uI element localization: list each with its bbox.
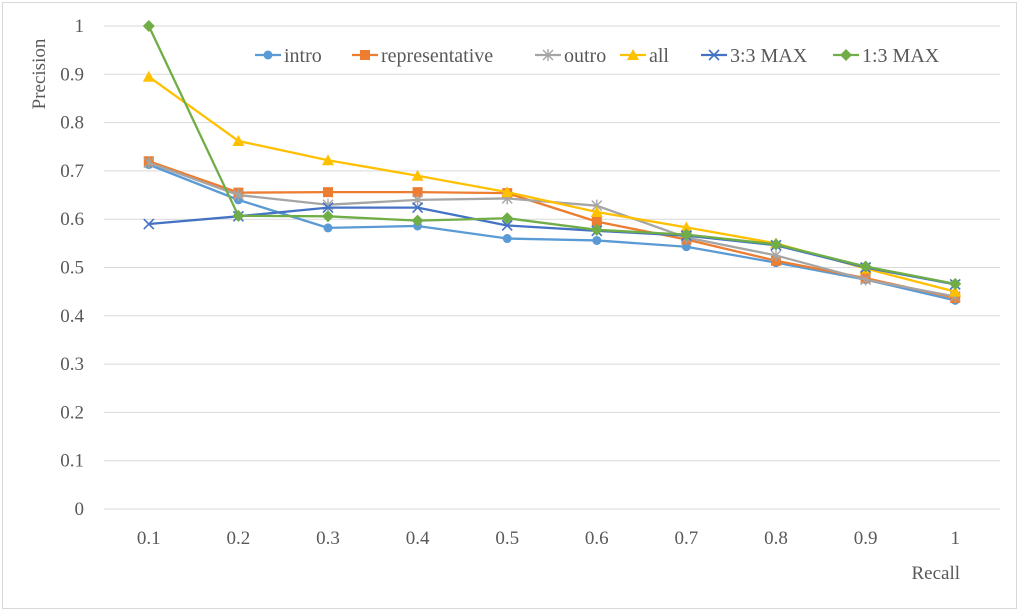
legend-label: 3:3 MAX xyxy=(730,45,808,67)
data-point xyxy=(412,202,424,214)
data-point xyxy=(949,277,962,290)
series-line-2 xyxy=(148,161,956,298)
x-tick-label: 0.8 xyxy=(764,528,788,549)
x-tick-label: 0.6 xyxy=(585,528,609,549)
data-point xyxy=(322,202,334,214)
data-point xyxy=(411,214,424,227)
data-point xyxy=(412,187,423,198)
y-tick-label: 0 xyxy=(75,499,85,520)
series-line-0 xyxy=(148,163,956,302)
data-point xyxy=(501,219,513,232)
data-point xyxy=(770,249,782,262)
data-point xyxy=(323,223,333,233)
data-point xyxy=(501,186,514,198)
data-point xyxy=(770,238,782,251)
x-tick-label: 0.7 xyxy=(675,528,699,549)
data-point xyxy=(323,187,333,198)
legend-marker xyxy=(542,49,554,61)
data-point xyxy=(501,212,514,225)
data-point xyxy=(591,216,602,227)
data-point xyxy=(590,223,603,236)
y-tick-label: 0.7 xyxy=(60,161,84,182)
data-point xyxy=(680,228,693,241)
legend-label: 1:3 MAX xyxy=(862,45,940,67)
x-tick-label: 0.5 xyxy=(495,528,519,549)
x-tick-label: 0.1 xyxy=(137,528,161,549)
data-point xyxy=(232,209,245,222)
legend-marker xyxy=(263,50,273,60)
data-point xyxy=(860,273,872,286)
data-point xyxy=(142,20,155,32)
data-point xyxy=(142,70,155,82)
legend-label: intro xyxy=(284,45,322,67)
data-point xyxy=(232,189,244,202)
y-tick-label: 0.3 xyxy=(60,354,84,375)
legend-marker xyxy=(627,49,639,60)
data-point xyxy=(322,210,334,223)
data-point xyxy=(232,134,245,146)
x-tick-label: 0.9 xyxy=(854,528,878,549)
x-axis-title: Recall xyxy=(911,563,960,584)
y-tick-label: 0.6 xyxy=(60,209,84,230)
data-point xyxy=(680,221,693,233)
y-axis-title: Precision xyxy=(29,38,50,109)
data-point xyxy=(411,169,424,181)
y-tick-label: 1 xyxy=(75,16,85,37)
x-tick-label: 0.4 xyxy=(406,528,430,549)
x-tick-label: 0.2 xyxy=(227,528,251,549)
legend-label: representative xyxy=(381,45,493,67)
data-point xyxy=(502,234,512,244)
x-tick-label: 1 xyxy=(950,528,960,549)
data-point xyxy=(590,205,603,217)
data-point xyxy=(949,285,962,297)
y-tick-label: 0.1 xyxy=(60,451,84,472)
data-point xyxy=(592,235,602,245)
data-point xyxy=(143,156,155,169)
x-tick-label: 0.3 xyxy=(316,528,340,549)
legend-label: all xyxy=(649,45,669,67)
data-point xyxy=(322,154,334,166)
y-tick-label: 0.4 xyxy=(60,306,84,327)
legend-marker xyxy=(840,49,852,61)
series-line-5 xyxy=(147,25,956,286)
data-point xyxy=(859,260,872,273)
data-point xyxy=(143,218,155,230)
y-tick-label: 0.9 xyxy=(60,64,84,85)
y-tick-label: 0.2 xyxy=(60,402,84,423)
legend-marker xyxy=(360,50,370,60)
y-tick-label: 0.8 xyxy=(60,113,84,134)
y-tick-label: 0.5 xyxy=(60,258,84,279)
legend-marker xyxy=(708,49,720,61)
legend-label: outro xyxy=(564,45,606,67)
series-line-1 xyxy=(148,160,956,300)
